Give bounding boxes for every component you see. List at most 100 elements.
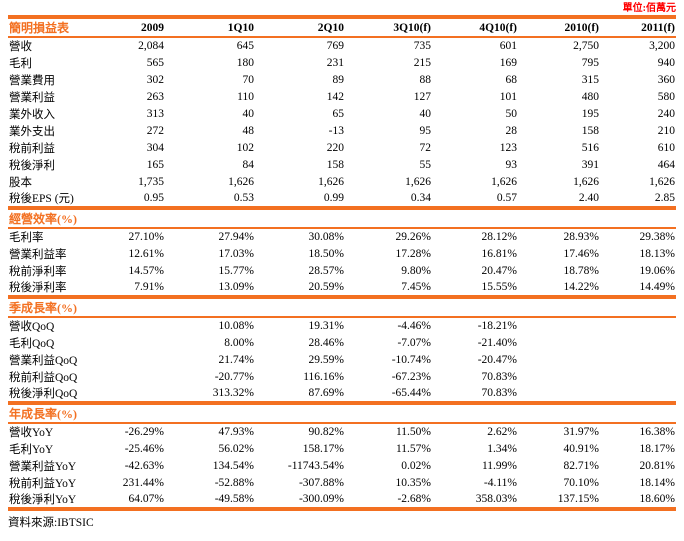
cell: -10.74% <box>391 353 431 366</box>
column-header-3: 2Q10 <box>255 17 345 38</box>
cell: 940 <box>657 56 675 69</box>
cell: 70 <box>242 73 255 86</box>
row-label: 毛利QoQ <box>9 337 55 350</box>
cell: 9.80% <box>401 264 431 277</box>
cell: 89 <box>332 73 345 86</box>
cell: 0.34 <box>410 192 431 204</box>
cell: 142 <box>326 90 344 103</box>
cell: 14.49% <box>639 281 675 293</box>
table-row: 營收QoQ 10.08% 19.31% -4.46% -18.21% <box>8 317 676 334</box>
cell: 10.35% <box>395 476 431 489</box>
table-row: 股本 1,735 1,626 1,626 1,626 1,626 1,626 1,626 <box>8 173 676 190</box>
cell: 30.08% <box>308 231 344 243</box>
cell: 795 <box>581 56 599 69</box>
cell: 72 <box>419 141 432 154</box>
cell: 18.60% <box>639 493 675 505</box>
cell: 11.50% <box>395 426 431 438</box>
cell: 28 <box>505 124 518 137</box>
cell <box>600 368 676 385</box>
cell: 17.46% <box>563 247 599 260</box>
row-label: 稅後淨利QoQ <box>9 388 78 400</box>
cell: 18.14% <box>639 476 675 489</box>
cell: 40 <box>419 107 432 120</box>
cell: 1,626 <box>649 175 675 188</box>
cell: 215 <box>413 56 431 69</box>
cell <box>518 317 600 334</box>
cell: 127 <box>413 90 431 103</box>
row-label: 營業利益 <box>9 91 55 104</box>
cell: -20.47% <box>477 353 517 366</box>
cell: 10.08% <box>218 320 254 332</box>
column-header-6: 2010(f) <box>518 17 600 38</box>
cell: 610 <box>657 141 675 154</box>
cell <box>600 351 676 368</box>
cell: 304 <box>146 141 164 154</box>
cell: 601 <box>499 40 517 52</box>
table-row: 營業利益QoQ 21.74% 29.59% -10.74% -20.47% <box>8 351 676 368</box>
table-row: 稅前利益QoQ -20.77% 116.16% -67.23% 70.83% <box>8 368 676 385</box>
cell: -7.07% <box>397 336 431 349</box>
row-label: 營業利益QoQ <box>9 354 78 367</box>
cell: 0.95 <box>143 192 164 204</box>
cell: 645 <box>236 40 254 52</box>
cell: 16.81% <box>481 247 517 260</box>
cell: 27.94% <box>218 231 254 243</box>
cell: 313.32% <box>212 387 254 399</box>
table-body: 營收 2,084 645 769 735 601 2,750 3,200 毛利 565 180 231… <box>8 37 676 509</box>
cell: 0.99 <box>323 192 344 204</box>
row-label: 稅後淨利YoY <box>9 494 77 506</box>
cell: -26.29% <box>124 426 164 438</box>
cell <box>518 385 600 403</box>
cell: 84 <box>242 158 255 171</box>
cell: 55 <box>419 158 432 171</box>
table-row: 營收YoY -26.29% 47.93% 90.82% 11.50% 2.62% 31.97… <box>8 423 676 440</box>
table-header-row: 簡明損益表 2009 1Q10 2Q10 3Q10(f) 4Q10(f) 2010(f) 20… <box>8 17 676 38</box>
cell: 15.55% <box>481 281 517 293</box>
section-title-row: 季成長率(%) <box>8 295 676 318</box>
table-row: 稅前淨利率 14.57% 15.77% 28.57% 9.80% 20.47% 18.78%… <box>8 262 676 279</box>
cell: 315 <box>581 73 599 86</box>
cell: 20.81% <box>639 459 675 472</box>
cell: -11743.54% <box>287 459 344 472</box>
cell: 464 <box>657 158 675 171</box>
table-row: 營業費用 302 70 89 88 68 315 360 <box>8 71 676 88</box>
cell: 137.15% <box>557 493 599 505</box>
cell: 50 <box>505 107 518 120</box>
cell: 231.44% <box>122 476 164 489</box>
cell: 21.74% <box>218 353 254 366</box>
row-label: 稅前利益YoY <box>9 477 77 490</box>
cell: 0.57 <box>496 192 517 204</box>
cell <box>104 317 165 334</box>
column-header-4: 3Q10(f) <box>345 17 432 38</box>
cell: -20.77% <box>214 370 254 383</box>
cell: 90.82% <box>308 426 344 438</box>
cell: 102 <box>236 141 254 154</box>
cell <box>600 334 676 351</box>
cell: 56.02% <box>218 442 254 455</box>
cell: -49.58% <box>214 493 254 505</box>
table-row: 毛利 565 180 231 215 169 795 940 <box>8 54 676 71</box>
cell: -18.21% <box>477 320 517 332</box>
cell: 47.93% <box>218 426 254 438</box>
cell: 240 <box>657 107 675 120</box>
cell: 18.17% <box>639 442 675 455</box>
cell: 0.02% <box>401 459 431 472</box>
table-row: 營業利益率 12.61% 17.03% 18.50% 17.28% 16.81% 17.46… <box>8 245 676 262</box>
cell: 116.16% <box>303 370 344 383</box>
cell: 70.83% <box>481 387 517 399</box>
cell: 20.47% <box>481 264 517 277</box>
section-title: 季成長率(%) <box>8 295 676 318</box>
cell: 29.26% <box>395 231 431 243</box>
cell: 134.54% <box>212 459 254 472</box>
table-row: 業外支出 272 48 -13 95 28 158 210 <box>8 122 676 139</box>
cell: 2.40 <box>578 192 599 204</box>
table-row: 稅後淨利YoY 64.07% -49.58% -300.09% -2.68% 358.03… <box>8 491 676 509</box>
cell: 93 <box>505 158 518 171</box>
cell: -4.46% <box>397 320 431 332</box>
cell: 65 <box>332 107 345 120</box>
cell: 480 <box>581 90 599 103</box>
table-row: 毛利QoQ 8.00% 28.46% -7.07% -21.40% <box>8 334 676 351</box>
cell: 565 <box>146 56 164 69</box>
cell <box>518 368 600 385</box>
